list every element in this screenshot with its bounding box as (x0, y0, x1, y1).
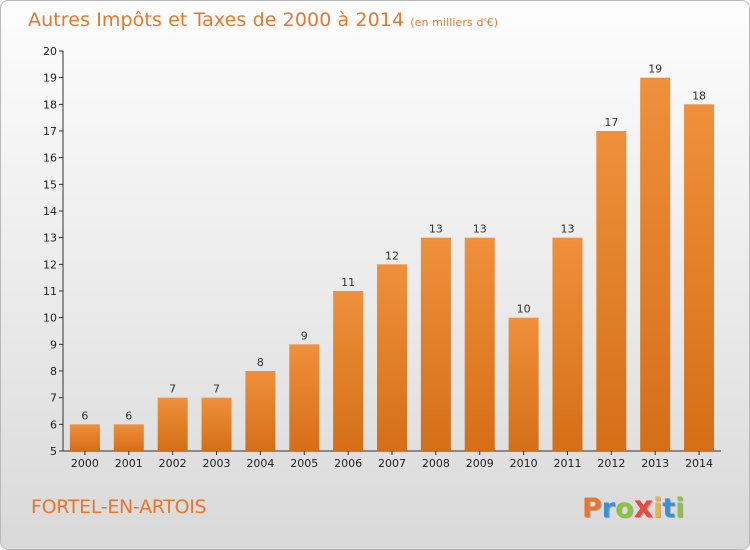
logo-letter: r (601, 493, 616, 524)
bar (377, 264, 407, 451)
data-label: 7 (169, 383, 176, 396)
y-tick-label: 11 (43, 285, 57, 298)
bar (508, 317, 539, 451)
data-label: 8 (257, 356, 264, 369)
bar (245, 371, 276, 451)
proxiti-logo: Proxiti (582, 490, 685, 525)
chart-title: Autres Impôts et Taxes de 2000 à 2014 (en… (28, 9, 498, 31)
data-label: 13 (429, 223, 443, 236)
y-tick-label: 5 (50, 445, 57, 458)
y-tick-label: 13 (43, 232, 57, 245)
bar (113, 424, 144, 451)
logo-letter: o (615, 493, 634, 524)
chart-data-labels: 6 6 7 7 8 9 11 12 13 13 10 13 17 19 18 (81, 63, 706, 423)
x-tick-label: 2004 (246, 457, 274, 470)
logo-letter: i (653, 493, 663, 524)
logo-letter: P (582, 493, 602, 524)
x-tick-label: 2010 (510, 457, 538, 470)
y-tick-label: 17 (43, 125, 57, 138)
y-tick-label: 14 (43, 205, 57, 218)
bar (201, 397, 232, 451)
logo-letter: x (633, 490, 654, 525)
bar (333, 291, 364, 451)
bar (420, 237, 451, 451)
logo-letter: t (662, 493, 676, 524)
data-label: 13 (560, 223, 574, 236)
data-label: 6 (81, 409, 88, 422)
x-tick-label: 2003 (203, 457, 231, 470)
data-label: 19 (648, 63, 662, 76)
x-tick-label: 2013 (641, 457, 669, 470)
bar (289, 344, 320, 451)
y-tick-label: 8 (50, 365, 57, 378)
data-label: 7 (213, 383, 220, 396)
x-tick-label: 2007 (378, 457, 406, 470)
logo-letter: i (675, 493, 685, 524)
bar (640, 77, 671, 452)
data-label: 6 (125, 409, 132, 422)
chart-bars (69, 77, 715, 452)
x-tick-label: 2008 (422, 457, 450, 470)
bar (552, 237, 583, 451)
x-tick-label: 2014 (685, 457, 713, 470)
bar (684, 104, 715, 451)
y-tick-label: 20 (43, 45, 57, 58)
bar (157, 397, 188, 451)
data-label: 9 (301, 329, 308, 342)
y-tick-label: 7 (50, 392, 57, 405)
y-tick-label: 19 (43, 72, 57, 85)
commune-name: FORTEL-EN-ARTOIS (31, 496, 207, 518)
y-tick-label: 10 (43, 312, 57, 325)
x-tick-label: 2006 (334, 457, 362, 470)
data-label: 18 (692, 89, 706, 102)
bar (464, 237, 495, 451)
data-label: 17 (604, 116, 618, 129)
x-tick-label: 2009 (466, 457, 494, 470)
y-tick-label: 15 (43, 178, 57, 191)
data-label: 13 (473, 223, 487, 236)
x-tick-label: 2000 (71, 457, 99, 470)
x-tick-label: 2001 (115, 457, 143, 470)
data-label: 11 (341, 276, 355, 289)
bar (69, 424, 100, 451)
x-tick-label: 2005 (290, 457, 318, 470)
x-tick-label: 2002 (159, 457, 187, 470)
x-tick-label: 2011 (553, 457, 581, 470)
x-tick-label: 2012 (597, 457, 625, 470)
chart-y-ticks: 5 6 7 8 9 10 11 12 13 14 15 16 17 18 19 20 (43, 45, 63, 458)
y-tick-label: 16 (43, 152, 57, 165)
bar (596, 131, 627, 451)
y-tick-label: 9 (50, 338, 57, 351)
chart-title-text: Autres Impôts et Taxes de 2000 à 2014 (28, 9, 405, 31)
y-tick-label: 12 (43, 258, 57, 271)
y-tick-label: 18 (43, 98, 57, 111)
y-tick-label: 6 (50, 418, 57, 431)
chart-x-ticks: 2000 2001 2002 2003 2004 2005 2006 2007 2008 2009… (71, 451, 713, 470)
chart-unit-note: (en milliers d'€) (410, 16, 499, 29)
data-label: 10 (517, 303, 531, 316)
data-label: 12 (385, 249, 399, 262)
